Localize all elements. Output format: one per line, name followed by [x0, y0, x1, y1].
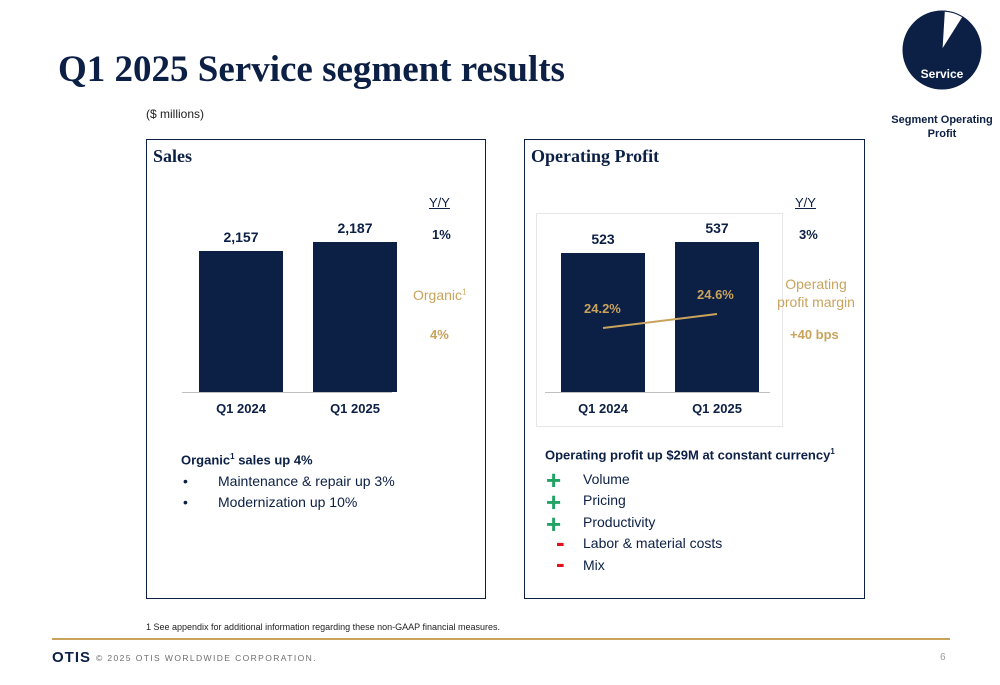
- op-drivers-head: Operating profit up $29M at constant cur…: [545, 447, 835, 462]
- sales-bullet-item: Maintenance & repair up 3%: [218, 473, 395, 489]
- sales-yy-header: Y/Y: [429, 195, 450, 210]
- sales-organic-value: 4%: [430, 327, 449, 342]
- minus-icon: -: [556, 527, 565, 557]
- footnote-marker: 1: [230, 452, 235, 461]
- sales-bullet-item: Modernization up 10%: [218, 494, 358, 510]
- op-margin-change: +40 bps: [790, 327, 839, 342]
- margin-line-svg: [602, 313, 718, 329]
- op-driver-item: Pricing: [583, 492, 626, 508]
- margin-label: 24.2%: [584, 301, 621, 316]
- op-yy-value: 3%: [799, 227, 818, 242]
- units-note: ($ millions): [146, 107, 205, 121]
- op-profit-panel-title: Operating Profit: [531, 146, 660, 166]
- bullet-marker: •: [183, 473, 188, 489]
- op-category-label: Q1 2024: [578, 401, 628, 416]
- footnote-marker: 1: [830, 447, 835, 456]
- op-margin-label-line2: profit margin: [777, 294, 855, 310]
- footnote-marker: 1: [462, 287, 467, 297]
- op-drivers-head-text: Operating profit up $29M at constant cur…: [545, 447, 831, 463]
- pie-caption-line1: Segment Operating: [891, 114, 993, 126]
- sales-value-label: 2,157: [223, 229, 259, 245]
- minus-icon: -: [556, 548, 565, 578]
- op-value-label: 523: [591, 231, 615, 247]
- sales-axis: [182, 392, 392, 393]
- page-title: Q1 2025 Service segment results: [58, 49, 565, 90]
- copyright: © 2025 OTIS WORLDWIDE CORPORATION.: [96, 653, 317, 663]
- op-bar-q1-2024: [561, 253, 645, 392]
- sales-category-label: Q1 2025: [330, 401, 380, 416]
- footer-rule: [52, 638, 950, 640]
- op-value-label: 537: [705, 220, 729, 236]
- op-margin-label-line1: Operating: [785, 276, 847, 292]
- op-driver-item: Productivity: [583, 514, 656, 530]
- op-margin-label: Operating profit margin: [774, 275, 858, 311]
- sales-bullets-head-rest: sales up 4%: [234, 452, 313, 468]
- sales-value-label: 2,187: [337, 220, 373, 236]
- op-driver-item: Labor & material costs: [583, 535, 723, 551]
- op-axis: [545, 392, 770, 393]
- pie-slice-other: [941, 10, 964, 51]
- sales-bullets-head-text: Organic: [181, 452, 231, 468]
- sales-yy-value: 1%: [432, 227, 451, 242]
- op-driver-item: Volume: [583, 471, 630, 487]
- page-number: 6: [940, 652, 946, 663]
- plus-icon: +: [546, 465, 562, 495]
- pie-caption-line2: Profit: [927, 128, 957, 140]
- sales-bullets-head: Organic1 sales up 4%: [181, 452, 313, 467]
- sales-category-label: Q1 2024: [216, 401, 266, 416]
- op-yy-header: Y/Y: [795, 195, 816, 210]
- plus-icon: +: [546, 487, 562, 517]
- sales-bar-q1-2025: [313, 242, 397, 392]
- op-profit-chart-frame: [536, 213, 783, 427]
- op-category-label: Q1 2025: [692, 401, 742, 416]
- sales-panel-title: Sales: [153, 146, 193, 166]
- bullet-marker: •: [183, 494, 188, 510]
- footnote: 1 See appendix for additional informatio…: [146, 622, 501, 632]
- segment-pie: [902, 10, 982, 90]
- segment-pie-svg: [902, 10, 982, 90]
- margin-label: 24.6%: [697, 287, 734, 302]
- pie-caption: Segment Operating Profit: [884, 113, 1000, 141]
- sales-bar-q1-2024: [199, 251, 283, 392]
- sales-organic-label: Organic1: [413, 287, 466, 303]
- plus-icon: +: [546, 509, 562, 539]
- pie-label: Service: [920, 67, 964, 81]
- sales-organic-label-text: Organic: [413, 287, 463, 303]
- otis-logo: OTIS: [52, 649, 92, 666]
- margin-line: [602, 313, 718, 329]
- op-driver-item: Mix: [583, 557, 605, 573]
